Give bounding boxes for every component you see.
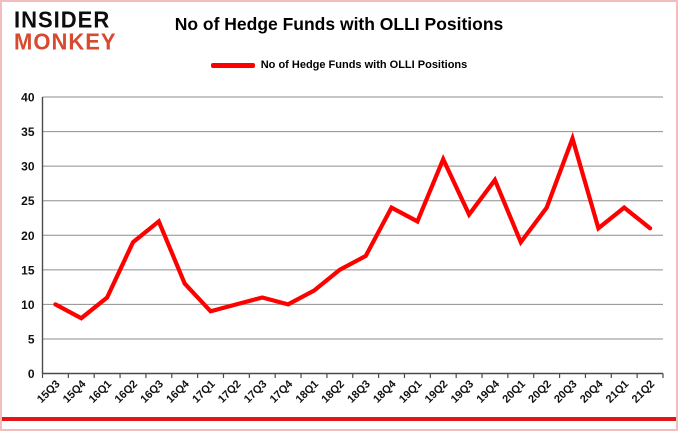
y-axis-label: 20 [21, 229, 35, 243]
x-axis-label: 20Q3 [552, 378, 580, 406]
x-axis-label: 19Q2 [423, 378, 451, 406]
y-axis-label: 25 [21, 194, 35, 208]
logo-text-insider: INSIDER [14, 6, 111, 33]
x-axis-label: 15Q4 [61, 378, 89, 406]
bottom-red-stripe [2, 417, 676, 421]
x-axis-label: 19Q1 [397, 378, 425, 406]
x-axis-label: 20Q2 [526, 378, 554, 406]
x-axis-label: 17Q1 [190, 378, 218, 406]
x-axis-label: 18Q3 [345, 378, 373, 406]
y-axis-label: 30 [21, 160, 35, 174]
x-axis-label: 20Q4 [578, 378, 606, 406]
legend-line-swatch [210, 62, 255, 68]
legend-label: No of Hedge Funds with OLLI Positions [260, 59, 468, 71]
x-axis-label: 21Q2 [630, 378, 658, 406]
x-axis-label: 15Q3 [35, 378, 63, 406]
chart-legend: No of Hedge Funds with OLLI Positions [2, 59, 676, 71]
y-axis-label: 5 [28, 332, 35, 346]
x-axis-label: 18Q2 [319, 378, 347, 406]
data-series-line [53, 131, 653, 321]
x-axis-label: 17Q2 [216, 378, 244, 406]
y-axis-label: 15 [21, 263, 35, 277]
x-axis-label: 18Q1 [294, 378, 322, 406]
x-axis-label: 16Q3 [138, 378, 166, 406]
x-axis-label: 16Q4 [164, 378, 192, 406]
x-axis-label: 18Q4 [371, 378, 399, 406]
x-axis-label: 20Q1 [500, 378, 528, 406]
x-axis-label: 16Q1 [87, 378, 115, 406]
x-axis-label: 17Q4 [268, 378, 296, 406]
x-axis-label: 19Q4 [474, 378, 502, 406]
x-axis-label: 19Q3 [449, 378, 477, 406]
x-axis-label: 21Q1 [604, 378, 632, 406]
x-axis-label: 16Q2 [113, 378, 141, 406]
chart-title: No of Hedge Funds with OLLI Positions [174, 14, 504, 34]
x-axis-label: 17Q3 [242, 378, 270, 406]
y-axis-label: 0 [28, 367, 35, 381]
y-axis-label: 40 [21, 91, 35, 105]
y-axis-label: 10 [21, 298, 35, 312]
y-axis-label: 35 [21, 125, 35, 139]
insider-monkey-logo: INSIDER MONKEY [14, 6, 117, 55]
logo-text-monkey: MONKEY [14, 28, 117, 55]
